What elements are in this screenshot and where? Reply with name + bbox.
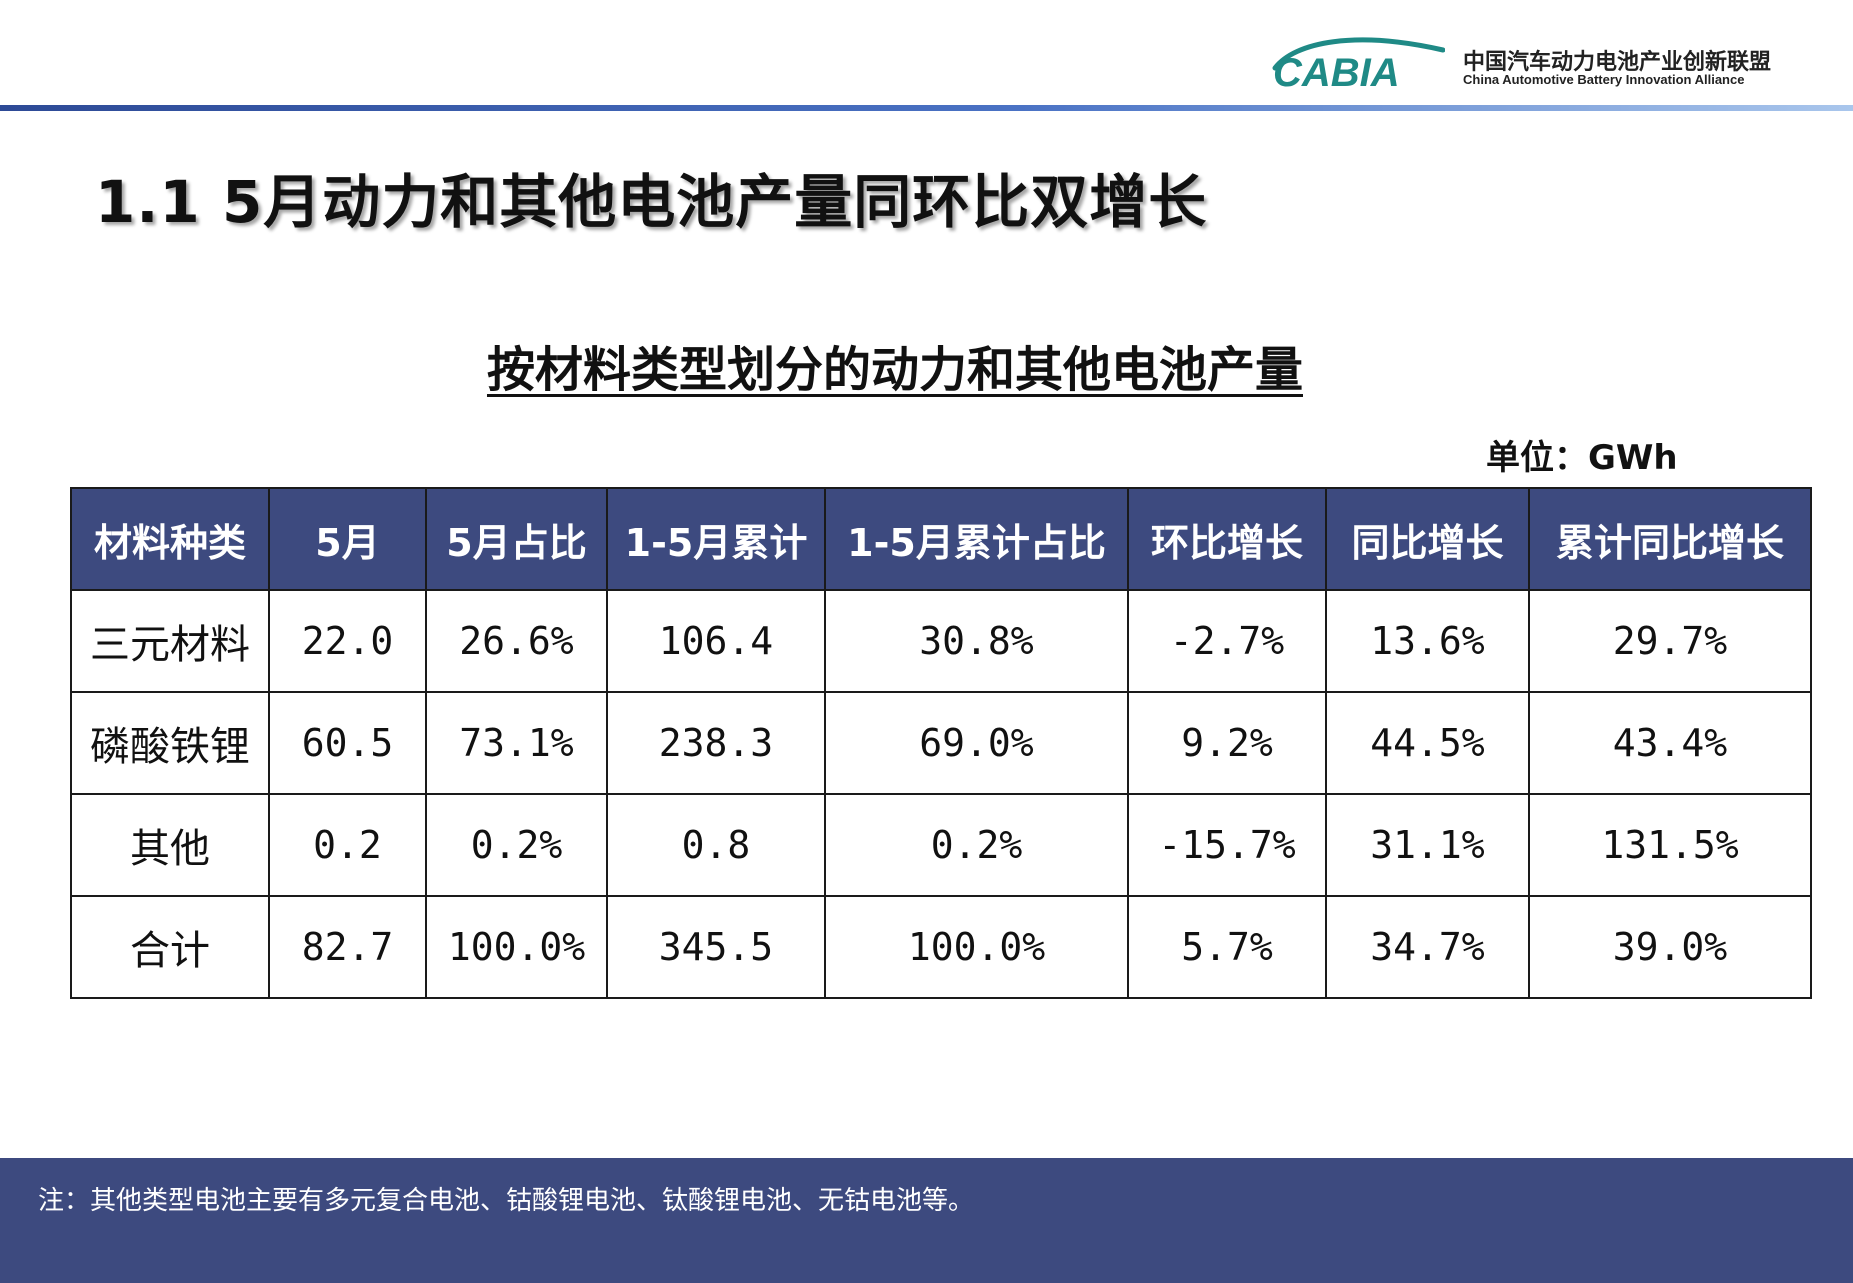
table-cell: -15.7% <box>1127 793 1327 897</box>
table-cell: 82.7 <box>268 895 427 999</box>
row-label: 合计 <box>70 895 270 999</box>
table-row: 磷酸铁锂 60.5 73.1% 238.3 69.0% 9.2% 44.5% 4… <box>70 691 1812 795</box>
table-cell: 345.5 <box>606 895 826 999</box>
table-cell: 44.5% <box>1325 691 1530 795</box>
table-cell: 100.0% <box>425 895 608 999</box>
table-title: 按材料类型划分的动力和其他电池产量 <box>0 330 1790 400</box>
footer-note: 注：其他类型电池主要有多元复合电池、钴酸锂电池、钛酸锂电池、无钴电池等。 <box>38 1186 975 1216</box>
org-name-cn: 中国汽车动力电池产业创新联盟 <box>1463 50 1772 75</box>
table-cell: 13.6% <box>1325 589 1530 693</box>
row-label: 三元材料 <box>70 589 270 693</box>
table-cell: 0.2% <box>824 793 1129 897</box>
production-table: 材料种类 5月 5月占比 1-5月累计 1-5月累计占比 环比增长 同比增长 累… <box>70 487 1812 999</box>
table-cell: 73.1% <box>425 691 608 795</box>
row-label: 磷酸铁锂 <box>70 691 270 795</box>
table-cell: 0.2 <box>268 793 427 897</box>
column-header: 环比增长 <box>1127 487 1327 591</box>
org-name-en: China Automotive Battery Innovation Alli… <box>1463 72 1745 87</box>
column-header: 累计同比增长 <box>1528 487 1812 591</box>
table-cell: 238.3 <box>606 691 826 795</box>
table-cell: 31.1% <box>1325 793 1530 897</box>
table-row: 合计 82.7 100.0% 345.5 100.0% 5.7% 34.7% 3… <box>70 895 1812 999</box>
table-cell: 131.5% <box>1528 793 1812 897</box>
car-logo-icon: CABIA <box>1272 37 1445 92</box>
table-cell: 100.0% <box>824 895 1129 999</box>
column-header: 5月占比 <box>425 487 608 591</box>
logo-wordmark: CABIA <box>1273 51 1400 92</box>
table-cell: 106.4 <box>606 589 826 693</box>
table-cell: 0.8 <box>606 793 826 897</box>
table-cell: 22.0 <box>268 589 427 693</box>
header-divider <box>0 105 1853 111</box>
column-header: 5月 <box>268 487 427 591</box>
column-header: 1-5月累计 <box>606 487 826 591</box>
table-cell: 26.6% <box>425 589 608 693</box>
table-cell: 43.4% <box>1528 691 1812 795</box>
table-cell: 9.2% <box>1127 691 1327 795</box>
column-header: 1-5月累计占比 <box>824 487 1129 591</box>
table-cell: -2.7% <box>1127 589 1327 693</box>
table-cell: 60.5 <box>268 691 427 795</box>
table-cell: 39.0% <box>1528 895 1812 999</box>
table-cell: 30.8% <box>824 589 1129 693</box>
table-header-row: 材料种类 5月 5月占比 1-5月累计 1-5月累计占比 环比增长 同比增长 累… <box>70 487 1812 591</box>
table-cell: 0.2% <box>425 793 608 897</box>
table-cell: 34.7% <box>1325 895 1530 999</box>
page-title: 1.1 5月动力和其他电池产量同环比双增长 <box>95 168 1208 236</box>
table-cell: 69.0% <box>824 691 1129 795</box>
column-header: 材料种类 <box>70 487 270 591</box>
column-header: 同比增长 <box>1325 487 1530 591</box>
footer-bar: 注：其他类型电池主要有多元复合电池、钴酸锂电池、钛酸锂电池、无钴电池等。 <box>0 1158 1853 1283</box>
row-label: 其他 <box>70 793 270 897</box>
unit-label: 单位：GWh <box>1486 438 1678 478</box>
table-title-text: 按材料类型划分的动力和其他电池产量 <box>486 342 1303 398</box>
table-row: 其他 0.2 0.2% 0.8 0.2% -15.7% 31.1% 131.5% <box>70 793 1812 897</box>
table-row: 三元材料 22.0 26.6% 106.4 30.8% -2.7% 13.6% … <box>70 589 1812 693</box>
table-cell: 5.7% <box>1127 895 1327 999</box>
table-cell: 29.7% <box>1528 589 1812 693</box>
org-logo: CABIA 中国汽车动力电池产业创新联盟 China Automotive Ba… <box>1265 28 1845 92</box>
